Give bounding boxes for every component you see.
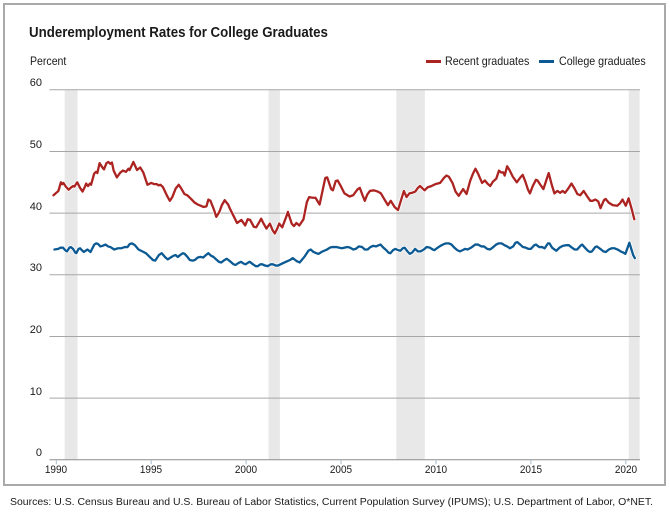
y-axis-unit-label: Percent [30,54,67,68]
x-tick-label: 2020 [614,463,637,476]
chart-frame [3,3,666,486]
y-tick-label: 40 [29,200,42,213]
source-note: Sources: U.S. Census Bureau and U.S. Bur… [10,496,654,508]
series-line-college-graduates [53,240,637,268]
y-tick-label: 50 [29,139,42,152]
series-line-college-graduates-halo [52,240,637,269]
chart-title: Underemployment Rates for College Gradua… [29,24,328,41]
y-tick-label: 0 [35,447,42,460]
series-line-recent-graduates-halo [51,160,637,236]
y-tick-label: 30 [29,262,42,275]
y-tick-label: 10 [29,385,42,398]
x-tick-label: 1995 [140,463,163,476]
x-tick-label: 2010 [424,463,448,476]
y-tick-label: 60 [29,77,42,90]
series-line-recent-graduates [52,160,636,235]
x-tick-label: 2000 [234,463,258,476]
y-tick-label: 20 [29,324,42,337]
x-tick-label: 2015 [519,463,542,476]
x-tick-label: 2005 [329,463,353,476]
x-tick-label: 1990 [45,463,68,476]
